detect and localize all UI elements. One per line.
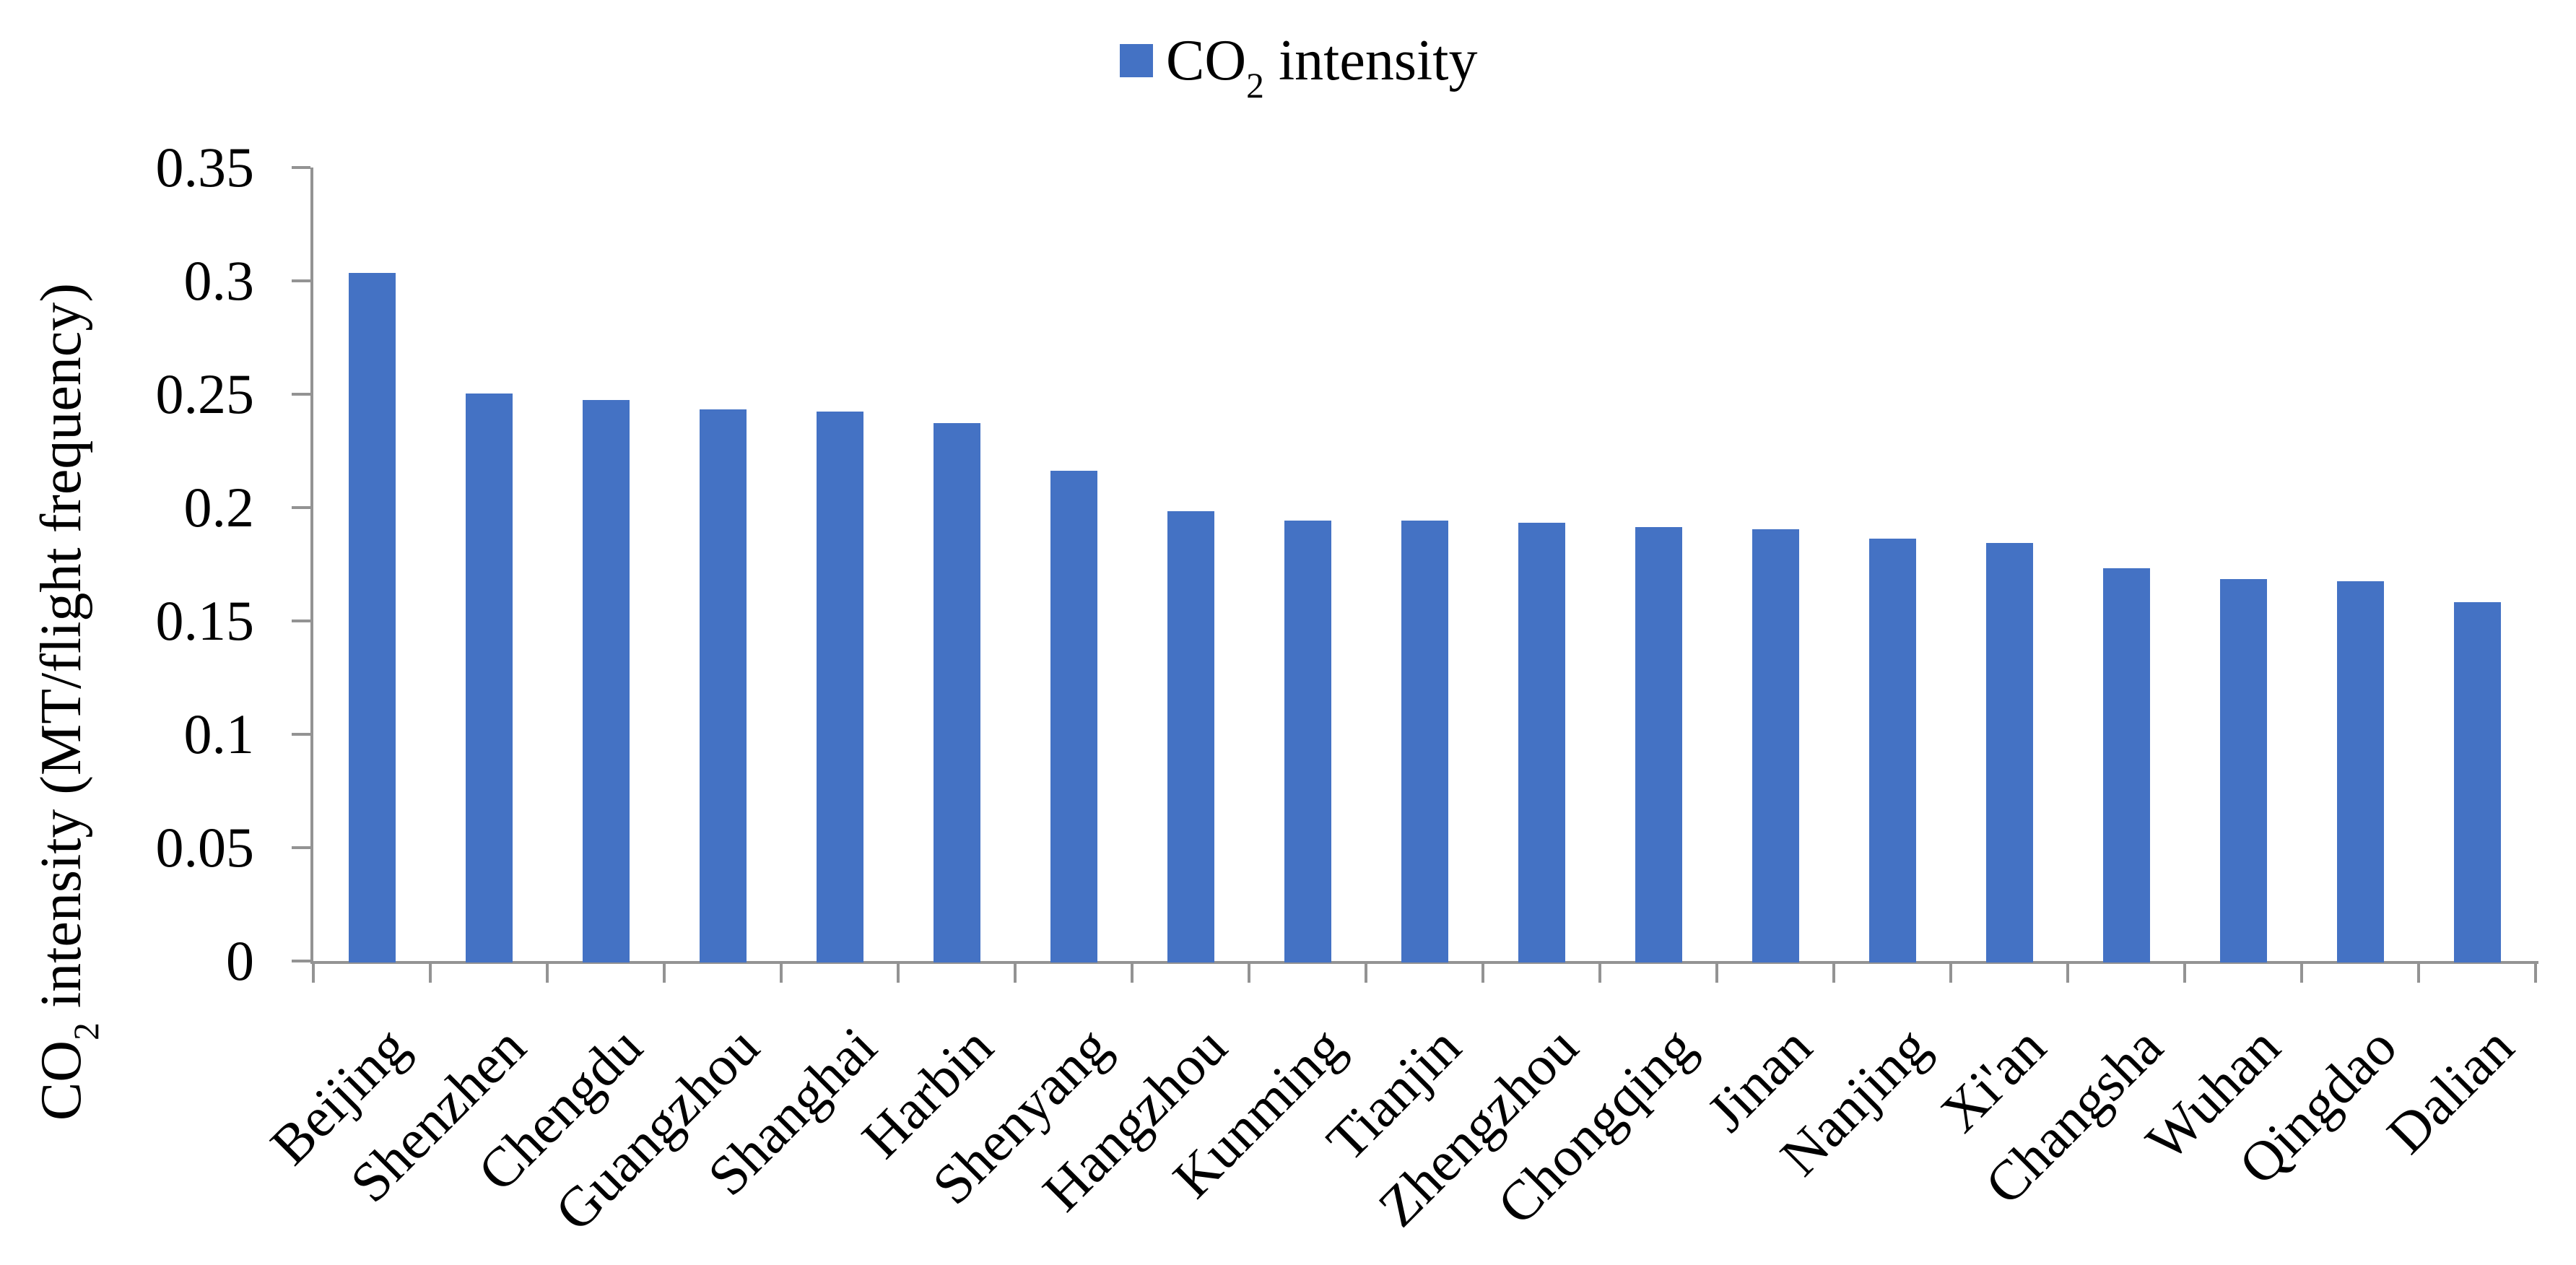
bar-harbin [933,423,980,962]
y-tick-mark [292,620,310,622]
y-tick-mark [292,846,310,849]
bar-guangzhou [699,409,747,962]
bar-beijing [348,273,396,962]
legend-label-subscript: 2 [1246,65,1264,105]
x-tick-mark [1715,964,1718,983]
bar-xian [1985,543,2033,962]
bar-dalian [2453,602,2501,962]
y-tick-mark [292,506,310,509]
legend-label-rest: intensity [1263,29,1478,92]
x-tick-mark [897,964,900,983]
bar-changsha [2102,568,2150,962]
x-tick-mark [1832,964,1835,983]
x-tick-mark [1014,964,1017,983]
legend-label-main: CO [1166,29,1247,92]
y-tick-mark [292,960,310,962]
x-tick-mark [2183,964,2186,983]
bar-tianjin [1401,521,1448,962]
x-tick-mark [1131,964,1133,983]
bar-shenzhen [465,394,513,962]
x-tick-mark [2534,964,2537,983]
x-axis-line [310,961,2538,964]
y-tick-mark [292,393,310,396]
y-tick-label: 0.05 [155,816,255,879]
bar-kunming [1284,521,1331,962]
x-tick-mark [429,964,432,983]
x-tick-mark [1949,964,1952,983]
x-tick-mark [780,964,783,983]
y-tick-label: 0.35 [155,136,255,199]
x-tick-mark [546,964,549,983]
bar-jinan [1752,529,1799,962]
y-tick-label: 0.15 [155,589,255,652]
bar-chongqing [1635,527,1682,962]
bar-shenyang [1050,471,1097,962]
legend-swatch [1120,44,1153,77]
x-tick-mark [2066,964,2069,983]
x-tick-mark [312,964,315,983]
y-tick-label: 0.2 [183,476,255,539]
legend-label: CO2 intensity [1166,25,1478,103]
y-tick-label: 0.1 [183,703,255,765]
bar-zhengzhou [1518,523,1565,962]
bar-wuhan [2219,579,2267,962]
x-tick-mark [663,964,666,983]
bar-qingdao [2336,581,2384,962]
x-tick-mark [1481,964,1484,983]
y-tick-label: 0.25 [155,362,255,425]
x-tick-mark [1365,964,1367,983]
legend: CO2 intensity [1120,25,1478,103]
y-tick-label: 0 [226,929,254,992]
bar-chengdu [582,400,630,962]
y-tick-mark [292,279,310,282]
x-axis-label: Dalian [2375,1014,2525,1165]
bar-hangzhou [1167,511,1214,962]
y-tick-mark [292,166,310,169]
bar-shanghai [816,412,863,962]
x-tick-mark [2300,964,2303,983]
x-tick-mark [1598,964,1601,983]
x-tick-mark [2417,964,2420,983]
x-tick-mark [1248,964,1250,983]
y-tick-mark [292,733,310,736]
y-tick-label: 0.3 [183,249,255,312]
y-axis-line [310,168,313,964]
bar-nanjing [1868,539,1916,962]
